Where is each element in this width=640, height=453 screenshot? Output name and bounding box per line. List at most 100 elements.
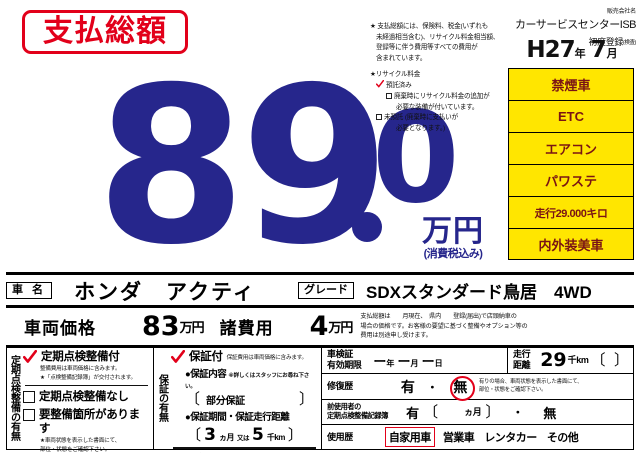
recycle-deposited-label: 預託済み: [386, 82, 412, 90]
price-fine-line3: 費用は別途申し受けます。: [360, 332, 432, 340]
inspection-option-included[interactable]: 定期点検整備付: [22, 349, 150, 364]
checkbox-icon[interactable]: [386, 92, 392, 99]
table-row-repair-history: 修復歴 有 ・ 無 有りの場合、車両状態を表示した書面にて、 部位・状態をご確認…: [322, 374, 634, 401]
warranty-content-value: 部分保証: [206, 396, 245, 408]
shaken-label-line2: 有効期限: [327, 360, 362, 370]
inspection-option-repair-needed-label: 要整備箇所があります: [39, 408, 140, 436]
mileage-label-line2: 距離: [513, 360, 531, 370]
table-row-usage-history: 使用歴 自家用車 営業車 レンタカー その他: [322, 425, 634, 449]
vehicle-price-label: 車両価格: [24, 319, 96, 338]
inspection-option-none-label: 定期点検整備なし: [39, 391, 129, 404]
warranty-content-note: ※詳しくはスタッフにお尋ね下さい。: [185, 373, 310, 391]
usage-option-2[interactable]: レンタカー: [484, 432, 537, 444]
shaken-year: ー: [373, 353, 387, 369]
previous-records-label: 前使用者の 定期点検整備記録簿: [327, 403, 388, 420]
dealer-company-name: カーサービスセンターISB: [514, 19, 637, 31]
checkmark-icon: [376, 80, 384, 89]
shaken-expiry-value: ー年 ー月 ー日: [373, 351, 442, 370]
bottom-grid: 定期点検整備の有無 定期点検整備付 整備費用は車両価格に含みます。 ★「点検整備…: [6, 347, 634, 453]
shaken-month: ー: [397, 353, 411, 369]
usage-option-private-selected[interactable]: 自家用車: [384, 427, 435, 447]
repair-history-cell: 修復歴 有 ・ 無 有りの場合、車両状態を表示した書面にて、 部位・状態をご確認…: [322, 374, 634, 401]
bracket-open-icon: 〔: [185, 391, 201, 409]
usage-option-1[interactable]: 営業車: [442, 432, 475, 444]
shaken-label-line1: 車検証: [327, 349, 353, 360]
recycle-option1-line1: 廃棄時にリサイクル料金の追加が: [394, 93, 490, 101]
repair-fine-line2: 部位・状態をご確認下さい。: [478, 386, 547, 393]
note-total-line2: 未経過相当含む)、リサイクル料金相当額、: [376, 33, 500, 41]
inspection-sub-line1: 整備費用は車両価格に含みます。: [40, 366, 121, 373]
previous-records-no[interactable]: 無: [543, 405, 557, 421]
checkbox-icon[interactable]: [23, 391, 35, 404]
price-unit-group: 万円 (消費税込み): [422, 216, 484, 261]
note-total-line4: 含まれています。: [376, 55, 427, 63]
dealer-company-label: 販売会社名: [606, 9, 636, 15]
feature-label: エアコン: [544, 142, 597, 157]
first-registration-date: H27年 7月: [508, 37, 636, 63]
registration-year-unit: 年: [574, 48, 586, 60]
previous-records-label-line2: 定期点検整備記録簿: [327, 411, 389, 420]
price-decimal-point: [352, 212, 382, 242]
note-recycle-title: ★リサイクル料金: [370, 70, 421, 78]
feature-label: 走行29.000キロ: [534, 207, 608, 220]
previous-records-separator: ・: [512, 407, 524, 419]
warranty-period-label: ●保証期間・保証走行距離: [185, 412, 290, 424]
fees-label: 諸費用: [219, 319, 274, 338]
repair-history-yes[interactable]: 有: [400, 378, 415, 395]
warranty-option-included[interactable]: 保証付 保証費用は車両価格に含みます。: [170, 349, 318, 364]
inspection-option-repair-needed[interactable]: 要整備箇所があります: [23, 408, 150, 437]
warranty-content-label-row: ●保証内容 ※詳しくはスタッフにお尋ね下さい。: [171, 366, 318, 391]
inspection-option-none[interactable]: 定期点検整備なし: [23, 390, 150, 404]
warranty-option-note: 保証費用は車両価格に含みます。: [226, 355, 308, 362]
repair-history-no-selected[interactable]: 無: [449, 376, 475, 401]
inspection-options: 定期点検整備付 整備費用は車両価格に含みます。 ★「点検整備記録簿」が交付されま…: [21, 347, 153, 453]
warranty-content-value-row: 〔 部分保証 〕: [171, 392, 318, 407]
divider-price-row: [6, 305, 634, 308]
feature-list: 禁煙車 ETC エアコン パワステ 走行29.000キロ 内外装美車: [508, 68, 634, 260]
warranty-vertical-label: 保証の有無: [156, 374, 168, 422]
previous-records-yes[interactable]: 有: [406, 405, 420, 421]
price-fine-print: 支払総額は 月現在、 県内 登録(届出)で店頭納車の 場合の価格です。お客様の要…: [360, 312, 545, 341]
mileage-unit: 千km: [567, 354, 589, 365]
grade-value: SDXスタンダード鳥居 4WD: [366, 283, 592, 302]
price-tax-note: (消費税込み): [423, 247, 483, 260]
recycle-option2-row: 未預託 (廃棄時に支払いが: [370, 113, 505, 124]
grade-tag: グレード: [298, 282, 354, 299]
bracket-open-icon: 〔: [590, 351, 606, 369]
inspection-sub-line2: ★「点検整備記録簿」が交付されます。: [40, 374, 136, 381]
bracket-close-icon: 〕: [485, 403, 501, 421]
price-unit: 万円: [422, 215, 484, 248]
details-table: 車検証 有効期限 ー年 ー月 ー日 走行 距離 29 千km 〔 〕: [322, 347, 634, 449]
bracket-close-icon: 〕: [613, 351, 629, 369]
warranty-column: 保証の有無 保証付 保証費用は車両価格に含みます。 ●保証内容 ※詳しくはスタッ…: [154, 347, 322, 449]
feature-label: 禁煙車: [551, 78, 591, 93]
registration-year: H27: [526, 37, 575, 63]
warranty-period-or: 又は: [236, 435, 250, 443]
warranty-divider: [173, 447, 316, 449]
recycle-option1-line2: 必要な装備が付いています。: [396, 103, 479, 111]
usage-history-cell: 使用歴 自家用車 営業車 レンタカー その他: [322, 425, 634, 449]
fees-unit: 万円: [328, 320, 353, 335]
warranty-period-distance: 5: [251, 425, 264, 446]
previous-records-months-unit: ヵ月: [464, 406, 482, 417]
feature-item-5: 内外装美車: [508, 228, 634, 260]
mileage-label-line1: 走行: [513, 349, 531, 360]
inspection-option-included-sub: 整備費用は車両価格に含みます。 ★「点検整備記録簿」が交付されます。: [23, 365, 150, 382]
repair-history-label: 修復歴: [327, 381, 353, 392]
price-fine-line2: 場合の価格です。お客様の要望に基づく整備やオプション等の: [360, 322, 528, 330]
price-breakdown-row: 車両価格 83 万円 諸費用 4 万円 支払総額は 月現在、 県内 登録(届出)…: [6, 308, 634, 345]
warranty-option-included-label: 保証付: [189, 351, 223, 363]
registration-month-unit: 月: [606, 48, 618, 60]
checkbox-icon[interactable]: [23, 408, 35, 421]
first-registration-label-main: 初度登録: [588, 37, 624, 47]
usage-option-3[interactable]: その他: [546, 432, 579, 444]
car-name-value: ホンダ アクティ: [74, 280, 256, 304]
total-payment-badge: 支払総額: [22, 10, 188, 54]
note-total-line1: ★ 支払総額には、保険料、税金(いずれも: [370, 23, 489, 30]
first-registration-label: 初度登録(検査): [508, 35, 637, 48]
feature-item-4: 走行29.000キロ: [508, 196, 634, 228]
mileage-cell: 走行 距離 29 千km 〔 〕: [508, 347, 634, 373]
checkbox-icon[interactable]: [376, 113, 382, 120]
fees-value: 4: [309, 311, 329, 342]
recycle-deposited-row: 預託済み: [370, 80, 505, 92]
